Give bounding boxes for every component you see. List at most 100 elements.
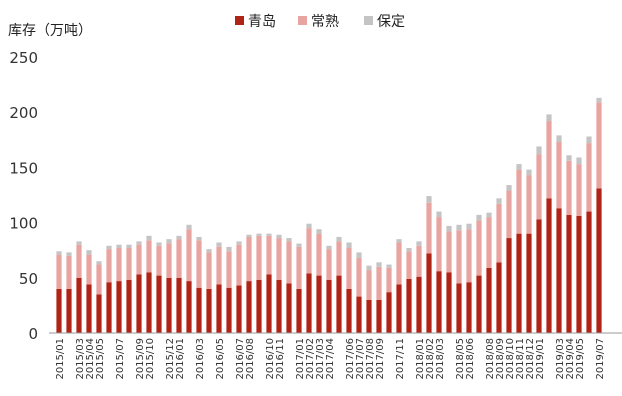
bar-segment-1 [266,274,272,333]
x-tick-label: 2015/03 [75,338,86,380]
x-tick-label: 2019/07 [595,338,606,380]
bar-segment-2 [546,121,552,199]
bar-segment-3 [436,211,442,218]
bar-segment-2 [476,220,482,276]
bar-segment-2 [226,251,232,288]
x-tick-label: 2019/04 [565,338,576,380]
bar-segment-1 [146,272,152,333]
bar-segment-2 [276,238,282,281]
x-tick-label: 2016/03 [195,338,206,380]
bar-segment-3 [546,114,552,122]
bar-segment-1 [506,238,512,333]
bar-segment-2 [306,228,312,274]
bar-segment-1 [366,299,372,333]
bar-segment-1 [116,281,122,333]
bar-segment-3 [496,198,502,204]
bar-segment-3 [276,234,282,239]
bar-segment-3 [266,233,272,236]
bar-segment-3 [356,252,362,258]
bar-segment-3 [376,262,382,267]
bar-segment-2 [216,246,222,285]
y-tick-label: 200 [9,104,38,122]
bar-segment-3 [486,212,492,218]
bar-segment-2 [506,190,512,239]
bar-segment-3 [396,239,402,243]
bar-segment-1 [76,277,82,333]
bar-segment-2 [106,249,112,283]
x-tick-label: 2016/11 [275,338,286,380]
bar-segment-1 [316,275,322,333]
bar-segment-3 [476,214,482,221]
bar-segment-2 [426,202,432,254]
x-tick-label: 2019/01 [535,338,546,380]
bar-segment-3 [256,233,262,236]
x-tick-label: 2017/11 [395,338,406,380]
legend-label: 常熟 [311,14,339,30]
bar-segment-1 [596,188,602,333]
bar-segment-1 [526,233,532,333]
bar-segment-1 [576,215,582,333]
bar-segment-3 [456,224,462,231]
bar-segment-3 [186,224,192,230]
bar-segment-2 [386,267,392,293]
bar-segment-3 [506,185,512,191]
x-tick-label: 2016/05 [215,338,226,380]
bar-segment-1 [536,219,542,333]
x-tick-label: 2018/06 [465,338,476,380]
bar-segment-1 [186,281,192,333]
bar-segment-3 [566,155,572,161]
bar-segment-1 [296,288,302,333]
x-tick-label: 2018/12 [525,338,536,380]
bar-segment-2 [86,254,92,285]
bar-segment-1 [66,288,72,333]
bar-segment-3 [56,251,62,255]
bar-segment-1 [376,299,382,333]
bar-segment-2 [366,270,372,300]
bar-segment-1 [246,281,252,333]
bar-segment-1 [456,283,462,333]
bar-segment-2 [346,247,352,289]
bar-segment-1 [56,288,62,333]
bar-segment-1 [226,287,232,333]
bar-segment-2 [356,257,362,297]
x-tick-label: 2017/02 [305,338,316,380]
x-tick-label: 2015/05 [95,338,106,380]
bar-segment-2 [76,244,82,278]
bar-segment-3 [576,157,582,165]
bar-segment-1 [166,277,172,333]
x-tick-label: 2016/08 [245,338,256,380]
x-tick-label: 2015/04 [85,338,96,380]
bar-segment-1 [96,294,102,333]
x-tick-label: 2015/09 [135,338,146,380]
bar-segment-3 [166,239,172,244]
x-axis-ticks: 2015/01 2015/03 2015/04 2015/05 2015/07 2015/… [55,338,606,380]
bar-segment-2 [286,241,292,284]
x-tick-label: 2017/03 [315,338,326,380]
x-tick-label: 2016/01 [175,338,186,380]
bar-segment-1 [346,288,352,333]
bar-segment-3 [226,246,232,252]
bar-segment-2 [526,175,532,234]
bar-segment-2 [336,241,342,276]
bar-segment-2 [566,160,572,215]
y-tick-label: 100 [9,215,38,233]
y-tick-label: 0 [28,325,38,343]
legend-swatch [235,16,244,25]
bar-segment-2 [516,169,522,234]
bar-segment-2 [146,240,152,273]
bar-segment-1 [216,284,222,333]
bar-segment-1 [586,211,592,333]
x-tick-label: 2019/05 [575,338,586,380]
bar-segment-3 [146,235,152,241]
bar-segment-1 [306,273,312,333]
bar-segment-1 [486,267,492,333]
x-tick-label: 2018/09 [495,338,506,380]
bar-segment-2 [596,102,602,189]
bar-segment-2 [96,264,102,295]
bar-segment-3 [346,242,352,248]
bar-segment-1 [566,214,572,333]
bar-segment-3 [306,223,312,229]
bar-segment-2 [586,143,592,212]
bar-segment-3 [96,261,102,265]
bar-segment-2 [126,247,132,281]
